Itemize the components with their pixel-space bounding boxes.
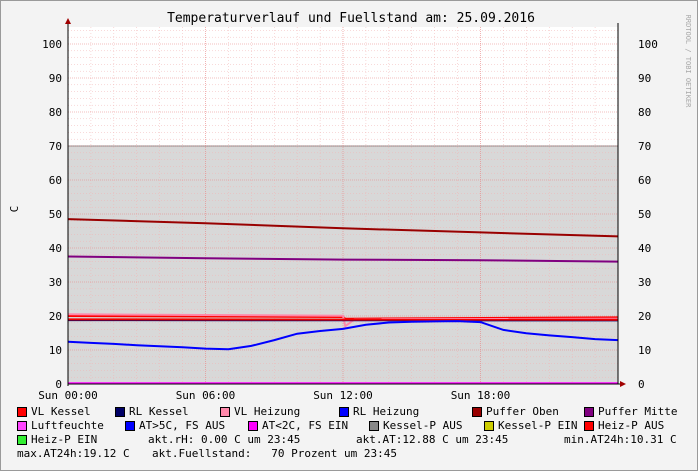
- legend-label: RL Heizung: [353, 405, 419, 418]
- y-tick-label: 10: [49, 344, 62, 357]
- legend-swatch: [584, 421, 594, 431]
- legend-swatch: [220, 407, 230, 417]
- info-current-rh: akt.rH: 0.00 C um 23:45: [148, 433, 300, 446]
- y-tick-label: 80: [49, 106, 62, 119]
- y-tick-label: 40: [49, 242, 62, 255]
- legend-label: Puffer Mitte: [598, 405, 677, 418]
- legend-label: Kessel-P AUS: [383, 419, 462, 432]
- y-tick-label-right: 10: [638, 344, 651, 357]
- y-tick-label: 20: [49, 310, 62, 323]
- legend-label: Heiz-P AUS: [598, 419, 664, 432]
- rrdtool-watermark: RRDTOOL / TOBI OETIKER: [684, 15, 692, 109]
- y-axis-arrow: [65, 18, 71, 24]
- y-tick-label: 30: [49, 276, 62, 289]
- legend-swatch: [17, 407, 27, 417]
- x-tick-label: Sun 18:00: [451, 389, 511, 402]
- legend-label: AT>5C, FS AUS: [139, 419, 225, 432]
- x-axis-arrow: [620, 381, 626, 387]
- legend-label: Kessel-P EIN: [498, 419, 577, 432]
- y-tick-label-right: 0: [638, 378, 645, 391]
- legend-swatch: [484, 421, 494, 431]
- y-tick-label-right: 50: [638, 208, 651, 221]
- legend-swatch: [248, 421, 258, 431]
- legend-swatch: [17, 421, 27, 431]
- info-fuellstand: akt.Fuellstand: 70 Prozent um 23:45: [152, 447, 397, 460]
- y-tick-label-right: 30: [638, 276, 651, 289]
- legend-swatch: [125, 421, 135, 431]
- y-tick-label: 90: [49, 72, 62, 85]
- legend-label: Puffer Oben: [486, 405, 559, 418]
- legend-swatch: [17, 435, 27, 445]
- y-tick-label-right: 20: [638, 310, 651, 323]
- y-tick-label-right: 40: [638, 242, 651, 255]
- legend-label: RL Kessel: [129, 405, 189, 418]
- legend-label: VL Kessel: [31, 405, 91, 418]
- info-current-at: akt.AT:12.88 C um 23:45: [356, 433, 508, 446]
- legend-swatch: [115, 407, 125, 417]
- info-min-at: min.AT24h:10.31 C: [564, 433, 677, 446]
- y-tick-label-right: 70: [638, 140, 651, 153]
- y-tick-label: 50: [49, 208, 62, 221]
- y-tick-label-right: 80: [638, 106, 651, 119]
- y-tick-label: 100: [42, 38, 62, 51]
- chart-title: Temperaturverlauf und Fuellstand am: 25.…: [167, 11, 535, 26]
- info-max-at: max.AT24h:19.12 C: [17, 447, 130, 460]
- legend-label: VL Heizung: [234, 405, 300, 418]
- legend-label: Heiz-P EIN: [31, 433, 97, 446]
- x-tick-label: Sun 12:00: [313, 389, 373, 402]
- y-tick-label: 60: [49, 174, 62, 187]
- legend-swatch: [339, 407, 349, 417]
- legend-swatch: [369, 421, 379, 431]
- legend-swatch: [472, 407, 482, 417]
- x-tick-label: Sun 06:00: [176, 389, 236, 402]
- x-tick-label: Sun 00:00: [38, 389, 98, 402]
- y-tick-label-right: 100: [638, 38, 658, 51]
- legend-label: AT<2C, FS EIN: [262, 419, 348, 432]
- y-tick-label: 70: [49, 140, 62, 153]
- legend-swatch: [584, 407, 594, 417]
- y-axis-label: C: [8, 206, 21, 213]
- legend-label: Luftfeuchte: [31, 419, 104, 432]
- y-tick-label-right: 90: [638, 72, 651, 85]
- y-tick-label-right: 60: [638, 174, 651, 187]
